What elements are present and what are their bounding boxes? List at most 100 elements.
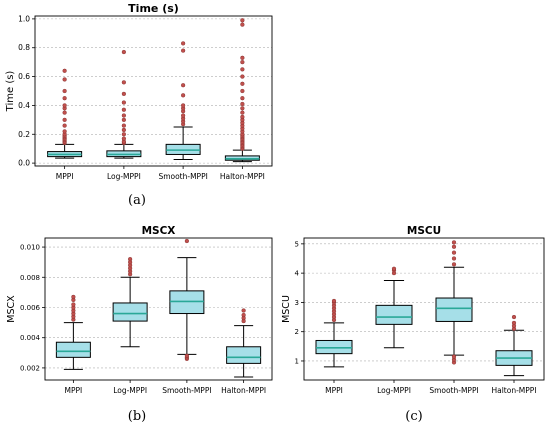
outlier-point bbox=[62, 123, 67, 128]
x-tick-label: Smooth-MPPI bbox=[429, 386, 478, 395]
box-smooth-mppi bbox=[435, 240, 473, 365]
outlier-point bbox=[62, 77, 67, 82]
y-tick-label: 0.6 bbox=[18, 72, 30, 81]
y-tick-label: 0.006 bbox=[20, 304, 41, 312]
outlier-point bbox=[121, 80, 126, 85]
y-tick-label: 0.002 bbox=[20, 364, 40, 372]
chart-title: MSCX bbox=[142, 225, 176, 237]
outlier-point bbox=[121, 100, 126, 105]
outlier-point bbox=[184, 238, 189, 244]
outlier-point bbox=[121, 132, 126, 137]
outlier-point bbox=[240, 67, 245, 72]
y-tick-label: 0.008 bbox=[20, 274, 40, 282]
plot-frame bbox=[303, 237, 545, 381]
outlier-point bbox=[181, 83, 186, 88]
plot-frame bbox=[44, 237, 273, 381]
outlier-point bbox=[181, 103, 186, 108]
iqr-box bbox=[112, 302, 148, 322]
plot-frame bbox=[34, 15, 273, 167]
outlier-point bbox=[181, 93, 186, 98]
box-mppi bbox=[55, 294, 91, 370]
outlier-point bbox=[240, 74, 245, 79]
outlier-point bbox=[62, 96, 67, 101]
outlier-point bbox=[62, 88, 67, 94]
outlier-point bbox=[121, 123, 126, 128]
outlier-point bbox=[71, 294, 76, 300]
box-smooth-mppi bbox=[165, 41, 201, 161]
outlier-point bbox=[240, 60, 245, 65]
chart-title: MSCU bbox=[407, 225, 441, 237]
box-smooth-mppi bbox=[169, 238, 205, 361]
outlier-point bbox=[241, 308, 246, 313]
x-tick-label: Smooth-MPPI bbox=[162, 386, 211, 395]
iqr-box bbox=[226, 346, 262, 364]
outlier-point bbox=[331, 298, 337, 304]
chart-mscu: 1 2 3 4 5 MSCU MSCU MPPI Log-MPPI Smooth-MPPI Halt… bbox=[281, 225, 545, 395]
box-mppi bbox=[315, 298, 353, 368]
x-tick-label: Smooth-MPPI bbox=[158, 172, 207, 181]
outlier-point bbox=[240, 18, 245, 23]
x-tick-label: Log-MPPI bbox=[113, 386, 147, 395]
outlier-point bbox=[511, 314, 517, 320]
box-halton-mppi bbox=[224, 18, 260, 163]
outlier-point bbox=[451, 256, 457, 261]
iqr-box bbox=[375, 304, 413, 325]
outlier-point bbox=[121, 113, 126, 118]
outlier-point bbox=[451, 244, 457, 249]
box-halton-mppi bbox=[495, 314, 533, 377]
outlier-point bbox=[511, 320, 517, 326]
y-tick-label: 4 bbox=[295, 270, 300, 278]
outlier-point bbox=[62, 117, 67, 122]
y-tick-label: 1.0 bbox=[18, 14, 30, 23]
x-tick-label: Log-MPPI bbox=[377, 386, 411, 395]
outlier-point bbox=[128, 257, 133, 262]
x-tick-label: Log-MPPI bbox=[107, 172, 141, 181]
outlier-point bbox=[451, 250, 457, 255]
outlier-point bbox=[62, 129, 67, 134]
x-tick-label: Halton-MPPI bbox=[491, 386, 536, 395]
outlier-point bbox=[62, 103, 67, 108]
box-log-mppi bbox=[112, 257, 148, 348]
y-axis-label: MSCX bbox=[6, 295, 17, 323]
chart-time: 0.0 0.2 0.4 0.6 0.8 1.0 Time (s) Time (s) MPPI Lo… bbox=[5, 2, 273, 181]
outlier-point bbox=[240, 106, 245, 111]
x-tick-label: MPPI bbox=[325, 386, 343, 395]
caption-b: (b) bbox=[128, 409, 146, 424]
outlier-point bbox=[62, 110, 67, 115]
outlier-point bbox=[121, 91, 126, 96]
chart-title: Time (s) bbox=[128, 2, 179, 15]
y-tick-label: 1 bbox=[295, 357, 299, 365]
outlier-point bbox=[71, 302, 76, 307]
iqr-box bbox=[435, 297, 473, 322]
outlier-point bbox=[241, 312, 246, 318]
outlier-point bbox=[181, 48, 186, 53]
y-tick-label: 0.0 bbox=[18, 159, 30, 168]
y-tick-label: 2 bbox=[295, 328, 299, 336]
caption-a: (a) bbox=[128, 193, 146, 208]
y-tick-label: 0.004 bbox=[20, 334, 41, 342]
y-tick-label: 0.010 bbox=[20, 244, 40, 252]
outlier-point bbox=[121, 117, 126, 122]
outlier-point bbox=[121, 127, 126, 133]
outlier-point bbox=[62, 68, 67, 73]
y-tick-label: 0.8 bbox=[18, 43, 30, 52]
box-halton-mppi bbox=[226, 308, 262, 378]
caption-c: (c) bbox=[405, 409, 422, 424]
box-log-mppi bbox=[375, 266, 413, 349]
outlier-point bbox=[451, 240, 457, 245]
y-tick-label: 0.2 bbox=[18, 130, 30, 139]
outlier-point bbox=[181, 113, 186, 118]
iqr-box bbox=[55, 341, 91, 358]
outlier-point bbox=[240, 101, 245, 107]
x-tick-label: Halton-MPPI bbox=[220, 172, 265, 181]
outlier-point bbox=[240, 55, 245, 60]
y-tick-label: 3 bbox=[295, 299, 299, 307]
outlier-point bbox=[391, 266, 397, 271]
y-tick-label: 5 bbox=[295, 240, 299, 248]
y-axis-label: Time (s) bbox=[5, 71, 16, 113]
outlier-point bbox=[451, 262, 457, 267]
outlier-point bbox=[181, 41, 186, 46]
outlier-point bbox=[240, 110, 245, 115]
x-tick-label: Halton-MPPI bbox=[221, 386, 266, 395]
